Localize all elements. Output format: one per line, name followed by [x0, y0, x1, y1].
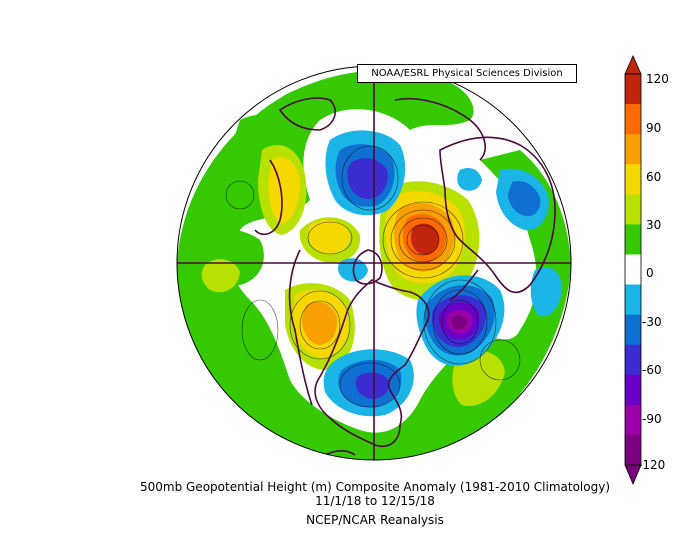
colorbar-segment — [625, 74, 641, 105]
colorbar-label-minus30: -30 — [642, 315, 662, 329]
colorbar-segment — [625, 434, 641, 466]
colorbar-label-minus120: -120 — [638, 458, 666, 472]
colorbar-segment — [625, 314, 641, 346]
colorbar-segment — [625, 344, 641, 376]
colorbar-label-minus60: -60 — [642, 363, 662, 377]
colorbar-segment — [625, 254, 641, 286]
anomaly-fields — [177, 66, 571, 460]
colorbar-top-arrow — [624, 55, 642, 75]
colorbar — [624, 55, 642, 486]
colorbar-segment — [625, 224, 641, 255]
colorbar-segment — [625, 134, 641, 165]
caption-source: NCEP/NCAR Reanalysis — [306, 513, 444, 527]
colorbar-label-30: 30 — [646, 218, 662, 232]
caption-title: 500mb Geopotential Height (m) Composite … — [139, 480, 610, 494]
colorbar-segment — [625, 374, 641, 406]
colorbar-segment — [625, 284, 641, 316]
colorbar-label-60: 60 — [646, 170, 662, 184]
colorbar-segment — [625, 194, 641, 225]
credit-box: NOAA/ESRL Physical Sciences Division — [357, 64, 577, 83]
colorbar-label-minus90: -90 — [642, 412, 662, 426]
colorbar-label-0: 0 — [646, 266, 654, 280]
caption-date-range: 11/1/18 to 12/15/18 — [315, 494, 435, 508]
colorbar-segment — [625, 404, 641, 436]
colorbar-segment — [625, 164, 641, 195]
colorbar-label-120: 120 — [646, 72, 669, 86]
colorbar-segment — [625, 104, 641, 135]
colorbar-label-90: 90 — [646, 121, 662, 135]
